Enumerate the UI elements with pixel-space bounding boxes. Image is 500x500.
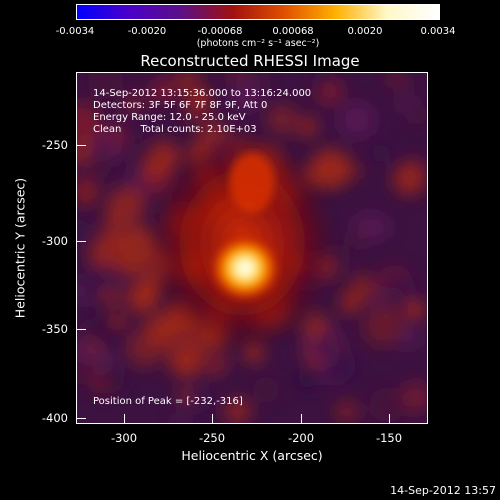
- noise-blob: [77, 218, 89, 243]
- noise-blob: [127, 282, 158, 314]
- y-tick-mark: [77, 241, 86, 242]
- image-source: [147, 133, 337, 353]
- noise-blob: [367, 215, 392, 240]
- noise-blob: [178, 387, 194, 404]
- colorbar-tick-label: 0.00068: [272, 26, 314, 37]
- colorbar-tick-label: -0.0020: [127, 26, 167, 37]
- noise-blob: [87, 73, 124, 99]
- noise-blob: [173, 73, 202, 95]
- noise-blob: [100, 366, 125, 391]
- clean-counts-text: Clean Total counts: 2.10E+03: [93, 124, 257, 135]
- noise-blob: [77, 181, 98, 206]
- noise-blob: [77, 140, 91, 165]
- noise-blob: [400, 381, 427, 414]
- noise-blob: [150, 78, 175, 103]
- noise-blob: [297, 369, 317, 389]
- noise-blob: [311, 149, 351, 189]
- noise-blob: [369, 387, 405, 423]
- noise-blob: [348, 228, 367, 248]
- noise-blob: [336, 401, 358, 423]
- noise-blob: [106, 124, 130, 147]
- noise-blob: [92, 309, 131, 349]
- x-tick-label: -250: [198, 431, 226, 445]
- timestamp: 14-Sep-2012 13:57: [390, 484, 496, 497]
- x-axis-label: Heliocentric X (arcsec): [181, 448, 323, 463]
- energy-range-text: Energy Range: 12.0 - 25.0 keV: [93, 112, 246, 123]
- time-range-text: 14-Sep-2012 13:15:36.000 to 13:16:24.000: [93, 88, 312, 99]
- noise-blob: [252, 377, 280, 404]
- noise-blob: [297, 116, 318, 138]
- noise-blob: [323, 349, 356, 382]
- x-tick-mark: [301, 414, 302, 423]
- noise-blob: [405, 299, 426, 321]
- noise-blob: [393, 74, 414, 95]
- plot-title: Reconstructed RHESSI Image: [140, 52, 360, 70]
- x-tick-mark: [124, 414, 125, 423]
- colorbar: [76, 4, 440, 20]
- noise-blob: [141, 158, 162, 179]
- peak-position-text: Position of Peak = [-232,-316]: [93, 396, 243, 407]
- noise-blob: [372, 293, 390, 311]
- colorbar-tick-label: -0.00068: [197, 26, 243, 37]
- y-tick-label: -300: [41, 234, 68, 248]
- noise-blob: [393, 163, 426, 196]
- noise-blob: [99, 284, 122, 308]
- y-axis-label: Heliocentric Y (arcsec): [12, 177, 28, 319]
- noise-blob: [382, 273, 416, 307]
- noise-blob: [77, 336, 96, 364]
- x-tick-mark: [212, 414, 213, 423]
- colorbar-tick-label: -0.0034: [55, 26, 95, 37]
- noise-blob: [230, 80, 262, 112]
- noise-blob: [126, 330, 164, 368]
- x-tick-label: -200: [287, 431, 315, 445]
- colorbar-tick-label: 0.0034: [420, 26, 456, 37]
- colorbar-unit-label: (photons cm⁻² s⁻¹ asec⁻²): [196, 38, 320, 49]
- noise-blob: [107, 186, 146, 225]
- rhessi-image-canvas: [77, 73, 427, 423]
- noise-blob: [315, 73, 334, 88]
- noise-blob: [224, 398, 251, 423]
- noise-blob: [185, 99, 207, 120]
- noise-blob: [171, 414, 189, 423]
- noise-blob: [109, 313, 127, 331]
- detectors-text: Detectors: 3F 5F 6F 7F 8F 9F, Att 0: [93, 100, 268, 111]
- noise-blob: [397, 325, 422, 350]
- colorbar-tick-label: 0.0020: [347, 26, 383, 37]
- noise-blob: [123, 260, 141, 278]
- y-tick-mark: [77, 145, 86, 146]
- noise-blob: [371, 143, 392, 164]
- x-tick-label: -300: [110, 431, 138, 445]
- noise-blob: [77, 101, 100, 136]
- y-tick-mark: [77, 418, 86, 419]
- noise-blob: [397, 94, 417, 114]
- y-tick-label: -350: [41, 322, 68, 336]
- x-tick-label: -150: [375, 431, 403, 445]
- noise-blob: [338, 101, 376, 139]
- noise-blob: [207, 350, 230, 373]
- y-tick-mark: [77, 329, 86, 330]
- y-tick-label: -400: [41, 411, 68, 425]
- noise-blob: [118, 224, 157, 264]
- noise-blob: [176, 352, 198, 374]
- noise-blob: [363, 307, 403, 347]
- noise-blob: [348, 274, 376, 302]
- noise-blob: [266, 103, 298, 135]
- rhessi-image: [76, 72, 428, 424]
- x-tick-mark: [389, 414, 390, 423]
- y-tick-label: -250: [41, 138, 68, 152]
